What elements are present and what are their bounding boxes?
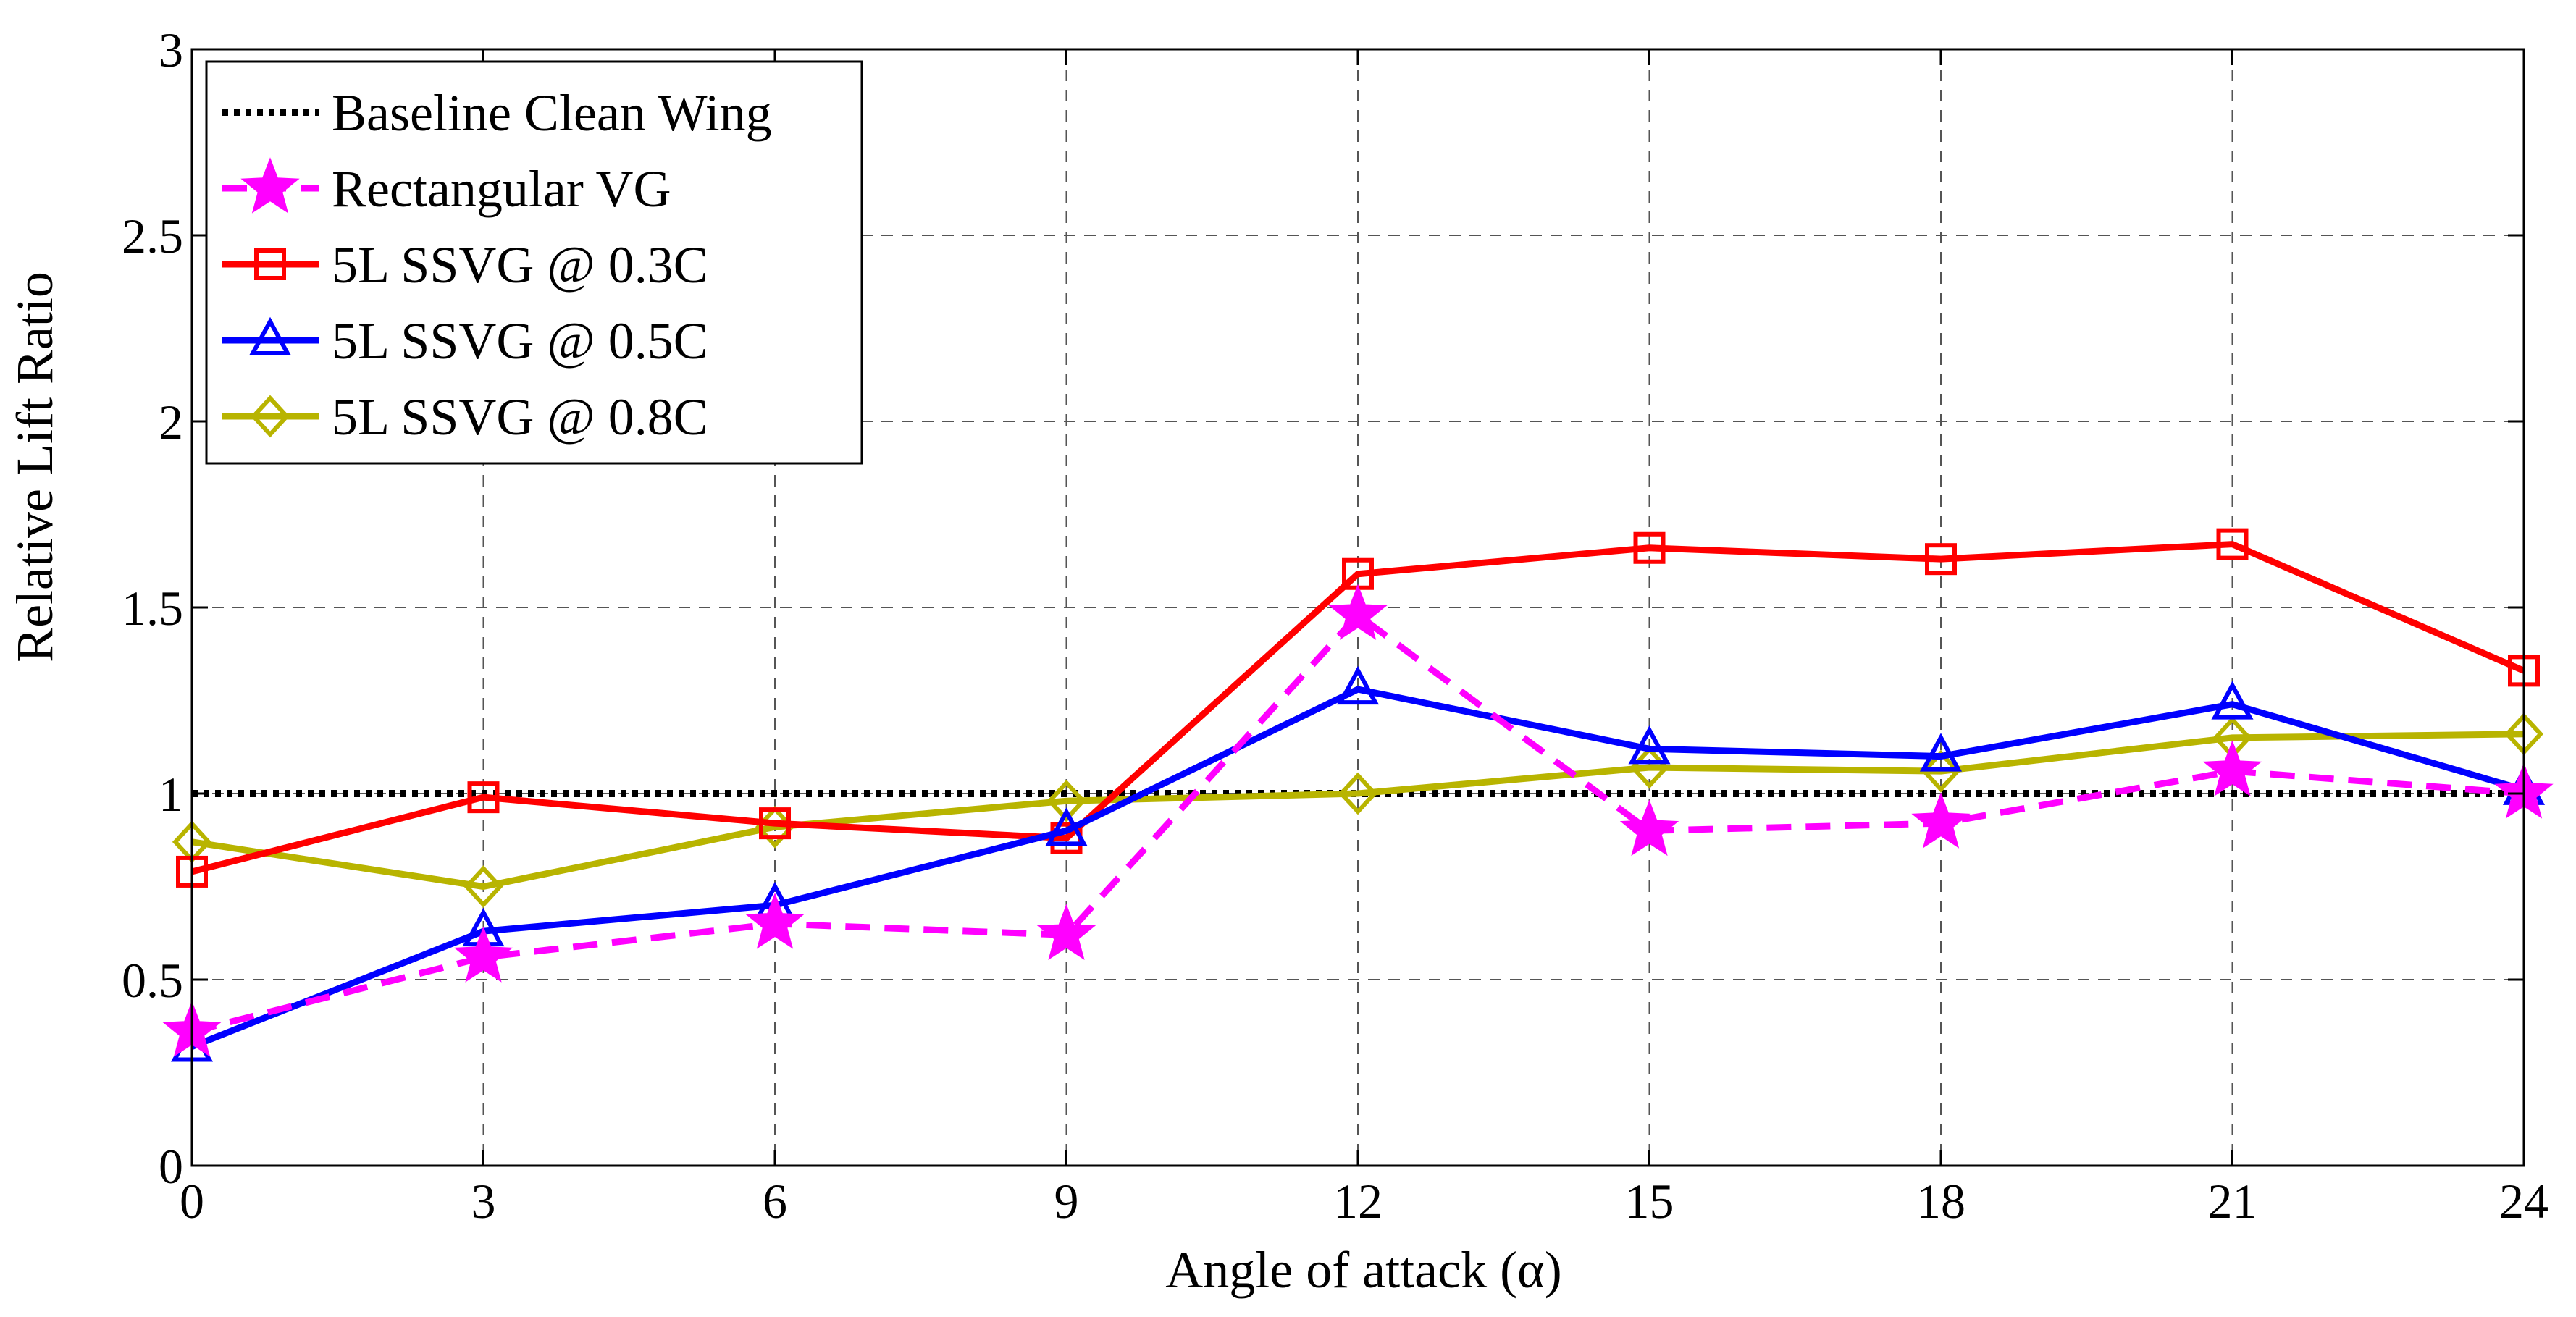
series-line bbox=[190, 541, 2525, 875]
star-marker bbox=[2202, 740, 2262, 796]
square-marker bbox=[1633, 531, 1666, 564]
x-tick-label: 21 bbox=[2208, 1174, 2257, 1229]
diamond-marker bbox=[463, 865, 503, 908]
y-tick-label: 3 bbox=[159, 22, 183, 77]
legend-entry: 5L SSVG @ 0.8C bbox=[222, 388, 708, 446]
x-tick-label: 6 bbox=[763, 1174, 787, 1229]
x-tick-label: 12 bbox=[1333, 1174, 1383, 1229]
y-tick-label: 2 bbox=[159, 395, 183, 450]
y-tick-label: 0.5 bbox=[122, 953, 183, 1008]
axes: 0 3 6 9 12 15 18 21 24 0 0.5 1 1.5 2 2.5 3 bbox=[122, 22, 2548, 1229]
legend-label: Baseline Clean Wing bbox=[332, 84, 772, 142]
star-marker bbox=[1619, 799, 1679, 857]
diamond-marker bbox=[250, 395, 290, 438]
legend-label: 5L SSVG @ 0.8C bbox=[332, 388, 708, 446]
star-marker bbox=[745, 893, 805, 949]
triangle-marker bbox=[1628, 725, 1671, 765]
x-tick-label: 15 bbox=[1625, 1174, 1674, 1229]
x-tick-label: 24 bbox=[2499, 1174, 2548, 1229]
triangle-marker bbox=[2211, 681, 2254, 720]
legend: Baseline Clean Wing Rectangular VG 5L SSVG… bbox=[205, 60, 863, 465]
series-line bbox=[190, 611, 2525, 1035]
x-tick-label: 3 bbox=[471, 1174, 496, 1229]
x-tick-label: 18 bbox=[1916, 1174, 1965, 1229]
series-line bbox=[190, 686, 2525, 1050]
square-marker bbox=[467, 781, 500, 814]
star-marker bbox=[1911, 792, 1971, 849]
legend-label: Rectangular VG bbox=[332, 160, 671, 218]
triangle-marker bbox=[1045, 807, 1088, 846]
legend-entry: 5L SSVG @ 0.5C bbox=[222, 312, 708, 370]
legend-label: 5L SSVG @ 0.5C bbox=[332, 312, 708, 370]
y-tick-label: 2.5 bbox=[122, 209, 183, 264]
diamond-marker bbox=[1046, 779, 1086, 822]
square-marker bbox=[254, 248, 286, 280]
y-tick-label: 0 bbox=[159, 1139, 183, 1194]
x-axis-title: Angle of attack (α) bbox=[1165, 1241, 1562, 1299]
square-marker bbox=[2216, 528, 2249, 560]
diamond-marker bbox=[1921, 749, 1961, 793]
triangle-marker bbox=[1336, 665, 1380, 705]
y-tick-label: 1 bbox=[159, 767, 183, 822]
x-tick-label: 0 bbox=[180, 1174, 204, 1229]
square-marker bbox=[1925, 543, 1957, 576]
star-marker bbox=[240, 157, 300, 214]
star-marker bbox=[453, 926, 513, 983]
square-marker bbox=[759, 807, 791, 840]
star-marker bbox=[1036, 904, 1096, 960]
diamond-marker bbox=[1338, 772, 1378, 815]
y-axis-title: Relative Lift Ratio bbox=[6, 272, 64, 662]
legend-entry: 5L SSVG @ 0.3C bbox=[222, 236, 708, 294]
star-marker bbox=[1328, 584, 1388, 640]
x-tick-label: 9 bbox=[1054, 1174, 1079, 1229]
legend-entry: Rectangular VG bbox=[222, 157, 671, 218]
series-line bbox=[191, 731, 2525, 890]
triangle-marker bbox=[1919, 733, 1963, 772]
legend-entry: Baseline Clean Wing bbox=[222, 84, 772, 142]
legend-label: 5L SSVG @ 0.3C bbox=[332, 236, 708, 294]
triangle-marker bbox=[248, 316, 292, 355]
y-tick-label: 1.5 bbox=[122, 581, 183, 636]
